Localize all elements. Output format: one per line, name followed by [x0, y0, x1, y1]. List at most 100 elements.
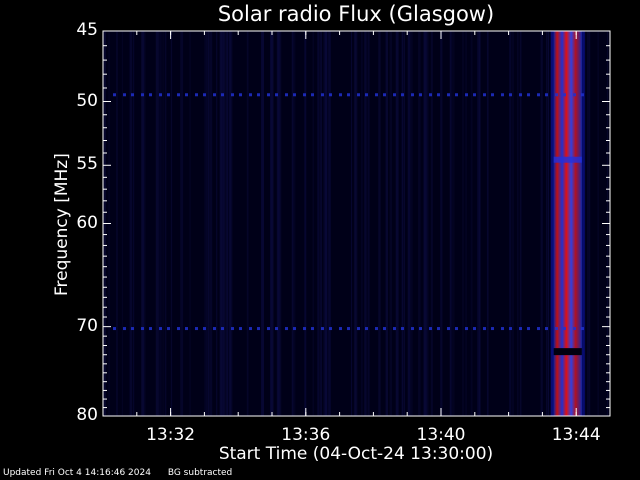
interference-dot: [347, 327, 350, 331]
noise-streak: [407, 31, 411, 416]
interference-dot: [545, 93, 548, 97]
noise-streak: [385, 31, 389, 416]
noise-streak: [355, 31, 358, 416]
interference-dot: [573, 93, 576, 97]
y-tick-label: 45: [76, 20, 98, 40]
noise-streak: [155, 31, 159, 416]
interference-dot: [509, 327, 512, 331]
noise-streak: [401, 31, 404, 416]
noise-streak: [312, 31, 314, 416]
interference-dot: [131, 93, 134, 97]
footer: Updated Fri Oct 4 14:16:46 2024 BG subtr…: [3, 468, 246, 478]
noise-streak: [353, 31, 357, 416]
bg-note: BG subtracted: [167, 468, 233, 478]
interference-dot: [231, 327, 234, 331]
interference-dot: [213, 93, 216, 97]
noise-streak: [512, 31, 514, 416]
interference-dot: [393, 93, 396, 97]
noise-streak: [360, 31, 363, 416]
interference-dot: [563, 327, 566, 331]
interference-dot: [257, 93, 260, 97]
interference-dot: [365, 327, 368, 331]
interference-dot: [275, 93, 278, 97]
noise-streak: [209, 31, 213, 416]
interference-dot: [303, 93, 306, 97]
noise-streak: [291, 31, 294, 416]
noise-streak: [430, 31, 433, 416]
noise-streak: [597, 31, 600, 416]
interference-dot: [159, 327, 162, 331]
interference-dot: [545, 327, 548, 331]
noise-streak: [162, 31, 165, 416]
noise-streak: [320, 31, 322, 416]
interference-dot: [447, 93, 450, 97]
y-tick-label: 80: [76, 405, 98, 425]
noise-streak: [158, 31, 162, 416]
interference-dot: [537, 93, 540, 97]
interference-dot: [501, 93, 504, 97]
interference-dot: [321, 327, 324, 331]
interference-dot: [203, 93, 206, 97]
noise-streak: [403, 31, 405, 416]
noise-streak: [517, 31, 519, 416]
noise-streak: [364, 31, 367, 416]
interference-dot: [239, 327, 242, 331]
noise-streak: [395, 31, 399, 416]
interference-dot: [419, 93, 422, 97]
interference-dot: [339, 327, 342, 331]
interference-dot: [347, 93, 350, 97]
noise-streak: [451, 31, 455, 416]
interference-dot: [257, 327, 260, 331]
interference-dot: [483, 327, 486, 331]
interference-dot: [429, 93, 432, 97]
interference-dot: [195, 327, 198, 331]
interference-dot: [527, 327, 530, 331]
noise-streak: [589, 31, 591, 416]
interference-dot: [185, 93, 188, 97]
interference-dot: [131, 327, 134, 331]
x-tick-label: 13:32: [146, 425, 196, 445]
noise-streak: [547, 31, 550, 416]
noise-streak: [261, 31, 265, 416]
interference-dot: [123, 93, 126, 97]
noise-streak: [378, 31, 381, 416]
interference-dot: [581, 93, 584, 97]
noise-streak: [221, 31, 225, 416]
noise-streak: [540, 31, 543, 416]
interference-dot: [393, 327, 396, 331]
interference-dot: [375, 327, 378, 331]
interference-dot: [221, 327, 224, 331]
noise-streak: [304, 31, 307, 416]
updated-timestamp: Updated Fri Oct 4 14:16:46 2024: [3, 468, 151, 478]
noise-streak: [440, 31, 443, 416]
interference-dot: [357, 327, 360, 331]
y-tick-label: 55: [76, 154, 98, 175]
interference-dot: [357, 93, 360, 97]
interference-dot: [447, 327, 450, 331]
burst-gap: [553, 348, 582, 356]
interference-dot: [293, 93, 296, 97]
noise-streak: [327, 31, 331, 416]
interference-dot: [329, 327, 332, 331]
interference-dot: [437, 93, 440, 97]
x-tick-label: 13:36: [281, 425, 331, 445]
interference-dot: [177, 93, 180, 97]
noise-streak: [129, 31, 133, 416]
interference-dot: [509, 93, 512, 97]
interference-dot: [473, 93, 476, 97]
interference-dot: [573, 327, 576, 331]
interference-dot: [465, 327, 468, 331]
interference-dot: [239, 93, 242, 97]
interference-dot: [581, 327, 584, 331]
noise-streak: [205, 31, 209, 416]
burst-band: [553, 156, 582, 163]
noise-streak: [116, 31, 118, 416]
interference-dot: [437, 327, 440, 331]
noise-streak: [545, 31, 548, 416]
noise-streak: [170, 31, 173, 416]
interference-dot: [491, 93, 494, 97]
noise-streak: [449, 31, 452, 416]
noise-streak: [262, 31, 264, 416]
interference-dot: [429, 327, 432, 331]
x-axis-label: Start Time (04-Oct-24 13:30:00): [218, 444, 494, 464]
